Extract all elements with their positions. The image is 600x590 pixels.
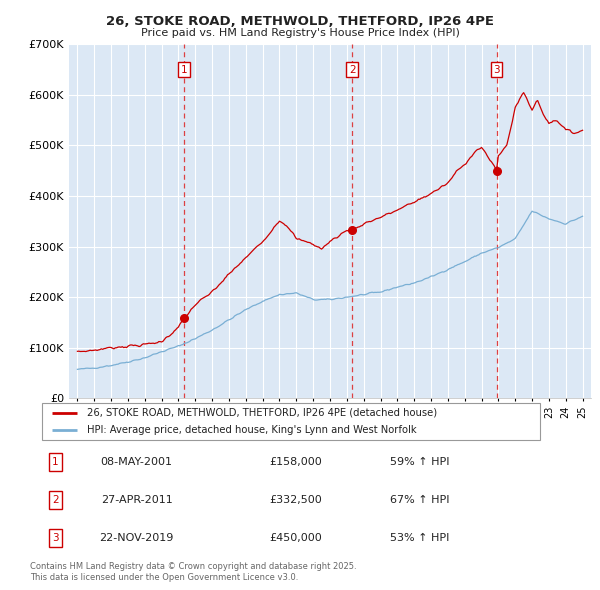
Text: 1: 1 [181, 64, 188, 74]
Text: 3: 3 [493, 64, 500, 74]
Text: 67% ↑ HPI: 67% ↑ HPI [390, 495, 450, 505]
Text: 26, STOKE ROAD, METHWOLD, THETFORD, IP26 4PE: 26, STOKE ROAD, METHWOLD, THETFORD, IP26… [106, 15, 494, 28]
Text: HPI: Average price, detached house, King's Lynn and West Norfolk: HPI: Average price, detached house, King… [87, 425, 416, 435]
FancyBboxPatch shape [42, 403, 540, 440]
Text: Price paid vs. HM Land Registry's House Price Index (HPI): Price paid vs. HM Land Registry's House … [140, 28, 460, 38]
Text: 08-MAY-2001: 08-MAY-2001 [101, 457, 173, 467]
Text: 59% ↑ HPI: 59% ↑ HPI [390, 457, 450, 467]
Text: 3: 3 [52, 533, 59, 543]
Text: 53% ↑ HPI: 53% ↑ HPI [391, 533, 449, 543]
Text: 22-NOV-2019: 22-NOV-2019 [100, 533, 173, 543]
Text: £158,000: £158,000 [269, 457, 322, 467]
Text: £332,500: £332,500 [269, 495, 322, 505]
Text: 26, STOKE ROAD, METHWOLD, THETFORD, IP26 4PE (detached house): 26, STOKE ROAD, METHWOLD, THETFORD, IP26… [87, 408, 437, 418]
Text: Contains HM Land Registry data © Crown copyright and database right 2025.
This d: Contains HM Land Registry data © Crown c… [30, 562, 356, 582]
Text: 1: 1 [52, 457, 59, 467]
Text: 27-APR-2011: 27-APR-2011 [101, 495, 172, 505]
Text: 2: 2 [52, 495, 59, 505]
Text: £450,000: £450,000 [269, 533, 322, 543]
Text: 2: 2 [349, 64, 356, 74]
